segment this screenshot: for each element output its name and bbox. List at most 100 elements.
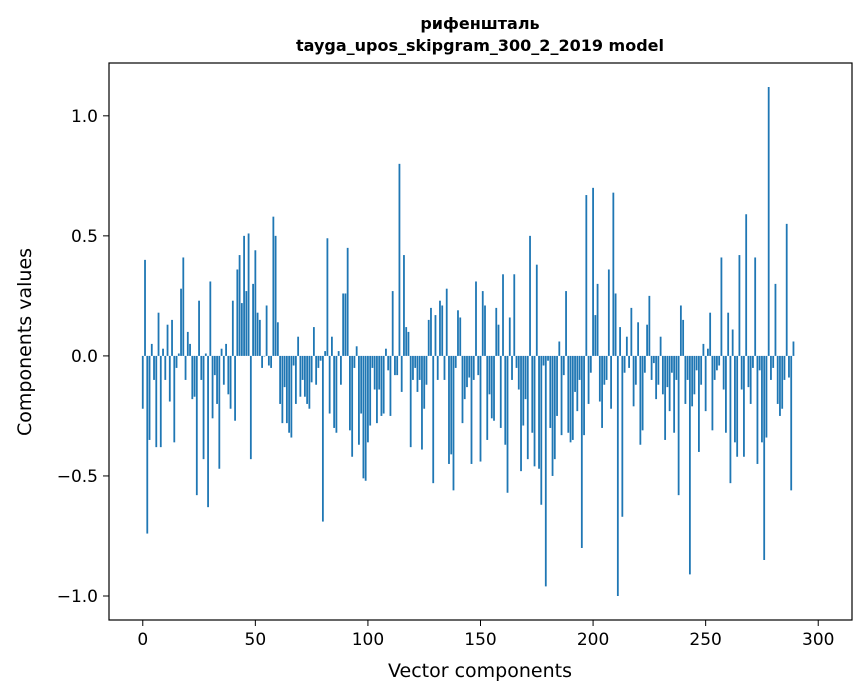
bar-163: [508, 317, 511, 356]
bar-129: [432, 355, 435, 484]
bar-14: [173, 355, 176, 443]
bar-195: [580, 355, 583, 548]
bar-243: [688, 355, 691, 575]
bar-1: [144, 259, 146, 356]
bar-249: [702, 343, 705, 356]
bar-204: [601, 355, 603, 428]
bar-272: [754, 257, 757, 356]
bar-114: [398, 163, 401, 356]
bar-29: [207, 355, 209, 508]
bar-246: [695, 355, 698, 371]
bar-282: [776, 355, 779, 404]
x-tick-label: 200: [577, 630, 609, 650]
bar-277: [765, 355, 768, 438]
bar-56: [267, 355, 270, 366]
bar-225: [648, 295, 651, 356]
bar-82: [326, 238, 329, 356]
bar-90: [344, 293, 347, 356]
bar-199: [589, 355, 592, 373]
bar-189: [567, 355, 570, 433]
bar-52: [258, 319, 261, 356]
bar-113: [396, 355, 399, 376]
bar-69: [297, 336, 300, 356]
bar-45: [243, 235, 245, 356]
bar-237: [675, 355, 678, 380]
bar-122: [416, 355, 419, 392]
bar-229: [657, 355, 660, 385]
bar-224: [646, 324, 649, 356]
bar-180: [547, 355, 549, 361]
bar-37: [225, 343, 227, 356]
bar-234: [668, 355, 671, 412]
bar-270: [749, 355, 752, 404]
bar-43: [238, 255, 241, 356]
bar-233: [666, 355, 669, 388]
bar-72: [303, 355, 306, 397]
bar-15: [175, 355, 178, 368]
bar-0: [141, 355, 144, 409]
x-tick-label: 100: [352, 630, 384, 650]
bar-198: [587, 355, 590, 404]
bar-276: [763, 355, 766, 560]
bar-6: [155, 355, 158, 448]
bar-194: [578, 355, 581, 380]
bar-80: [321, 355, 324, 522]
bar-27: [202, 355, 205, 460]
bar-57: [270, 355, 273, 368]
bar-26: [200, 355, 203, 380]
bar-136: [448, 355, 450, 464]
bar-184: [556, 355, 558, 416]
x-tick-label: 150: [464, 630, 496, 650]
bar-53: [261, 355, 263, 368]
bar-173: [531, 355, 534, 433]
bar-120: [412, 355, 414, 380]
bar-174: [533, 355, 536, 467]
bar-192: [574, 355, 576, 392]
x-tick-label: 0: [137, 630, 148, 650]
bar-83: [328, 355, 331, 414]
bar-48: [249, 355, 252, 460]
bar-67: [292, 355, 295, 366]
bar-155: [490, 355, 493, 419]
bar-61: [279, 355, 282, 404]
bar-92: [349, 355, 351, 431]
bar-212: [619, 327, 621, 356]
bar-223: [643, 355, 646, 373]
bar-279: [770, 355, 772, 380]
bar-275: [761, 355, 763, 443]
bar-66: [290, 355, 293, 438]
bar-133: [441, 305, 444, 356]
bar-95: [355, 346, 358, 356]
bar-207: [607, 269, 610, 356]
bar-273: [756, 355, 759, 464]
bar-21: [189, 343, 191, 356]
bar-131: [436, 355, 439, 380]
bar-94: [353, 355, 356, 368]
bar-107: [382, 355, 385, 414]
bar-91: [346, 247, 349, 356]
bar-44: [240, 303, 243, 356]
bar-54: [263, 355, 266, 357]
y-axis-label: Components values: [14, 248, 36, 436]
bar-30: [209, 281, 212, 356]
y-tick-label: 0.0: [71, 347, 98, 367]
bar-118: [407, 331, 410, 356]
bar-214: [623, 355, 626, 373]
bar-226: [650, 355, 653, 380]
bar-96: [358, 355, 360, 445]
bar-124: [421, 355, 423, 450]
bar-190: [569, 355, 572, 443]
bar-203: [598, 355, 601, 402]
bar-63: [283, 355, 286, 388]
bar-256: [718, 355, 721, 366]
bar-31: [211, 355, 214, 419]
bar-25: [198, 300, 200, 356]
bar-7: [157, 312, 160, 356]
x-tick-label: 50: [245, 630, 267, 650]
bar-119: [409, 355, 412, 448]
bar-138: [452, 355, 455, 491]
x-axis-label: Vector components: [388, 660, 572, 682]
bar-217: [630, 307, 633, 356]
bar-205: [603, 355, 606, 385]
